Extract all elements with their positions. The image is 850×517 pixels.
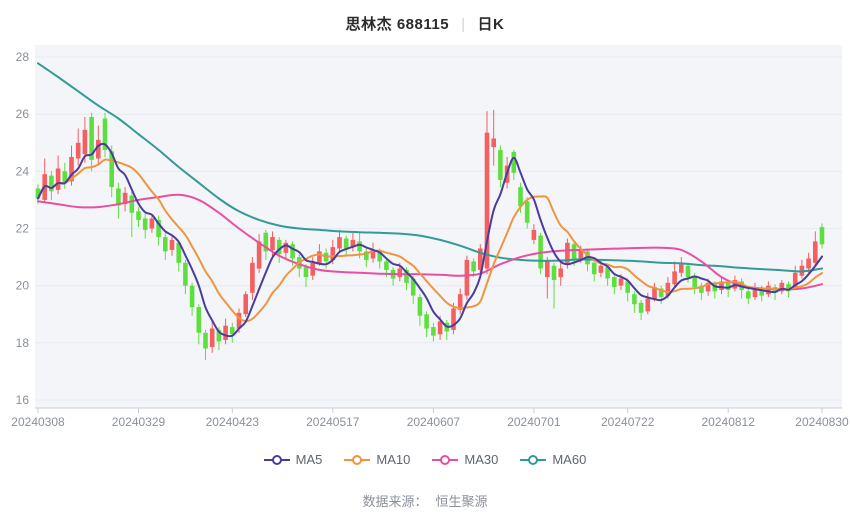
x-axis	[35, 407, 842, 413]
svg-text:24: 24	[16, 164, 30, 178]
stock-code: 688115	[396, 16, 450, 33]
svg-text:20240308: 20240308	[11, 415, 65, 429]
ma10-marker-icon	[344, 454, 371, 465]
svg-text:20240607: 20240607	[407, 415, 461, 429]
svg-text:20240722: 20240722	[601, 415, 655, 429]
legend-item-ma30[interactable]: MA30	[432, 452, 498, 467]
data-source-label: 数据来源：	[362, 494, 428, 509]
legend-label: MA30	[464, 452, 499, 467]
grid-lines	[35, 56, 842, 401]
ma60-line	[37, 62, 823, 273]
svg-text:20240812: 20240812	[702, 415, 756, 429]
svg-text:20240701: 20240701	[507, 415, 561, 429]
legend-item-ma60[interactable]: MA60	[520, 452, 586, 467]
svg-text:22: 22	[16, 222, 30, 236]
title-separator: |	[461, 16, 466, 33]
ma10-line	[37, 158, 823, 323]
svg-text:20240830: 20240830	[795, 415, 849, 429]
svg-text:20240423: 20240423	[206, 415, 260, 429]
svg-text:18: 18	[16, 336, 30, 350]
stock-name: 思林杰	[345, 16, 393, 33]
svg-text:20240517: 20240517	[306, 415, 360, 429]
legend-item-ma10[interactable]: MA10	[344, 452, 410, 467]
legend-label: MA60	[552, 452, 587, 467]
svg-text:26: 26	[16, 107, 30, 121]
y-axis-labels: 16 18 20 22 24 26 28	[16, 50, 30, 407]
plot-background	[35, 45, 842, 408]
svg-text:20240329: 20240329	[112, 415, 166, 429]
period-label: 日K	[477, 16, 505, 33]
chart-title: 思林杰 688115 | 日K	[0, 13, 850, 34]
svg-text:16: 16	[16, 393, 30, 407]
data-source-value: 恒生聚源	[435, 494, 488, 509]
ma5-line	[37, 142, 823, 338]
legend-item-ma5[interactable]: MA5	[263, 452, 323, 467]
data-source: 数据来源： 恒生聚源	[0, 491, 850, 510]
svg-text:28: 28	[16, 50, 30, 64]
svg-text:20: 20	[16, 279, 30, 293]
ma60-marker-icon	[520, 454, 547, 465]
ma30-line	[37, 193, 823, 291]
legend-label: MA10	[376, 452, 411, 467]
x-axis-labels: 20240308 20240329 20240423 20240517 20240607…	[11, 415, 849, 429]
chart-legend: MA5 MA10 MA30 MA60	[0, 452, 850, 467]
ma30-marker-icon	[432, 454, 459, 465]
ma5-marker-icon	[263, 454, 290, 465]
legend-label: MA5	[295, 452, 323, 467]
